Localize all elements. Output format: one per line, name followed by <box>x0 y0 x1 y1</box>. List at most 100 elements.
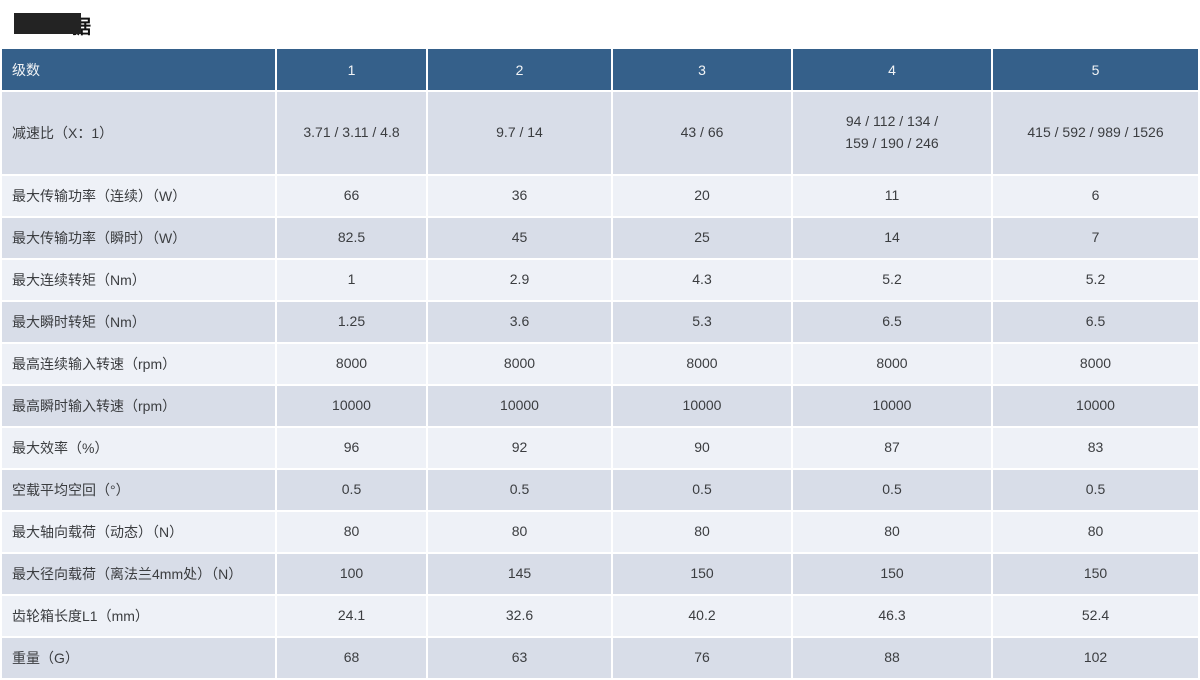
value-cell: 96 <box>277 428 426 468</box>
value-cell: 150 <box>613 554 791 594</box>
header-cell-stage-5: 5 <box>993 49 1198 90</box>
table-row: 最高瞬时输入转速（rpm） 10000 10000 10000 10000 10000 <box>2 386 1198 426</box>
value-cell: 90 <box>613 428 791 468</box>
table-row: 最大瞬时转矩（Nm） 1.25 3.6 5.3 6.5 6.5 <box>2 302 1198 342</box>
value-cell: 80 <box>428 512 611 552</box>
table-row: 空载平均空回（°） 0.5 0.5 0.5 0.5 0.5 <box>2 470 1198 510</box>
value-cell: 5.2 <box>793 260 991 300</box>
header-cell-stage-3: 3 <box>613 49 791 90</box>
table-row: 最大轴向载荷（动态）（N） 80 80 80 80 80 <box>2 512 1198 552</box>
value-cell: 1 <box>277 260 426 300</box>
value-cell: 32.6 <box>428 596 611 636</box>
value-cell: 6 <box>993 176 1198 216</box>
row-label: 最大径向载荷（离法兰4mm处）（N） <box>2 554 275 594</box>
value-cell: 10000 <box>613 386 791 426</box>
value-cell: 80 <box>277 512 426 552</box>
value-cell: 5.3 <box>613 302 791 342</box>
value-cell: 82.5 <box>277 218 426 258</box>
value-cell: 7 <box>993 218 1198 258</box>
header-cell-stage-4: 4 <box>793 49 991 90</box>
value-cell: 3.71 / 3.11 / 4.8 <box>277 92 426 174</box>
row-label: 最大效率（%） <box>2 428 275 468</box>
value-cell: 150 <box>793 554 991 594</box>
table-row: 最高连续输入转速（rpm） 8000 8000 8000 8000 8000 <box>2 344 1198 384</box>
row-label: 重量（G） <box>2 638 275 678</box>
header-cell-stage-2: 2 <box>428 49 611 90</box>
value-cell: 10000 <box>428 386 611 426</box>
value-cell: 0.5 <box>793 470 991 510</box>
value-cell: 9.7 / 14 <box>428 92 611 174</box>
row-label: 最高瞬时输入转速（rpm） <box>2 386 275 426</box>
table-row: 最大径向载荷（离法兰4mm处）（N） 100 145 150 150 150 <box>2 554 1198 594</box>
value-cell: 5.2 <box>993 260 1198 300</box>
header-cell-stage-1: 1 <box>277 49 426 90</box>
value-cell: 6.5 <box>793 302 991 342</box>
row-label: 最高连续输入转速（rpm） <box>2 344 275 384</box>
header-cell-stages: 级数 <box>2 49 275 90</box>
header-row: 级数 1 2 3 4 5 <box>2 49 1198 90</box>
value-cell: 88 <box>793 638 991 678</box>
value-cell: 100 <box>277 554 426 594</box>
value-cell: 415 / 592 / 989 / 1526 <box>993 92 1198 174</box>
value-cell: 8000 <box>993 344 1198 384</box>
value-cell: 8000 <box>613 344 791 384</box>
row-label: 最大轴向载荷（动态）（N） <box>2 512 275 552</box>
value-cell: 8000 <box>793 344 991 384</box>
value-cell: 25 <box>613 218 791 258</box>
row-label: 齿轮箱长度L1（mm） <box>2 596 275 636</box>
value-cell: 14 <box>793 218 991 258</box>
spec-table: 级数 1 2 3 4 5 减速比（X：1） 3.71 / 3.11 / 4.8 9.7 / 1… <box>0 47 1200 680</box>
value-cell: 0.5 <box>993 470 1198 510</box>
value-cell: 4.3 <box>613 260 791 300</box>
value-cell: 66 <box>277 176 426 216</box>
value-cell: 1.25 <box>277 302 426 342</box>
row-label: 最大连续转矩（Nm） <box>2 260 275 300</box>
value-cell: 87 <box>793 428 991 468</box>
value-cell: 8000 <box>277 344 426 384</box>
value-cell: 94 / 112 / 134 / 159 / 190 / 246 <box>793 92 991 174</box>
table-row: 最大传输功率（瞬时）（W） 82.5 45 25 14 7 <box>2 218 1198 258</box>
value-cell: 3.6 <box>428 302 611 342</box>
table-row: 减速比（X：1） 3.71 / 3.11 / 4.8 9.7 / 14 43 / 66… <box>2 92 1198 174</box>
value-cell: 10000 <box>993 386 1198 426</box>
table-row: 最大效率（%） 96 92 90 87 83 <box>2 428 1198 468</box>
page-title: 据 <box>14 10 134 38</box>
table-row: 齿轮箱长度L1（mm） 24.1 32.6 40.2 46.3 52.4 <box>2 596 1198 636</box>
value-cell: 20 <box>613 176 791 216</box>
value-cell: 0.5 <box>428 470 611 510</box>
row-label: 最大传输功率（瞬时）（W） <box>2 218 275 258</box>
row-label: 空载平均空回（°） <box>2 470 275 510</box>
value-cell: 45 <box>428 218 611 258</box>
row-label: 最大传输功率（连续）（W） <box>2 176 275 216</box>
title-redaction <box>14 13 81 34</box>
row-label: 最大瞬时转矩（Nm） <box>2 302 275 342</box>
value-cell: 102 <box>993 638 1198 678</box>
value-cell: 40.2 <box>613 596 791 636</box>
value-cell: 10000 <box>277 386 426 426</box>
value-cell: 80 <box>793 512 991 552</box>
value-cell: 24.1 <box>277 596 426 636</box>
value-cell: 46.3 <box>793 596 991 636</box>
value-cell: 0.5 <box>613 470 791 510</box>
value-cell: 63 <box>428 638 611 678</box>
value-cell: 36 <box>428 176 611 216</box>
value-cell: 11 <box>793 176 991 216</box>
value-cell: 145 <box>428 554 611 594</box>
table-row: 重量（G） 68 63 76 88 102 <box>2 638 1198 678</box>
value-cell: 8000 <box>428 344 611 384</box>
value-cell: 68 <box>277 638 426 678</box>
value-cell: 83 <box>993 428 1198 468</box>
value-cell: 0.5 <box>277 470 426 510</box>
table-row: 最大传输功率（连续）（W） 66 36 20 11 6 <box>2 176 1198 216</box>
value-cell: 2.9 <box>428 260 611 300</box>
value-cell: 92 <box>428 428 611 468</box>
value-cell: 76 <box>613 638 791 678</box>
value-cell: 10000 <box>793 386 991 426</box>
value-cell: 150 <box>993 554 1198 594</box>
value-cell: 80 <box>993 512 1198 552</box>
value-cell: 6.5 <box>993 302 1198 342</box>
table-row: 最大连续转矩（Nm） 1 2.9 4.3 5.2 5.2 <box>2 260 1198 300</box>
value-cell: 52.4 <box>993 596 1198 636</box>
value-cell: 80 <box>613 512 791 552</box>
title-bar: 据 <box>0 0 1200 47</box>
